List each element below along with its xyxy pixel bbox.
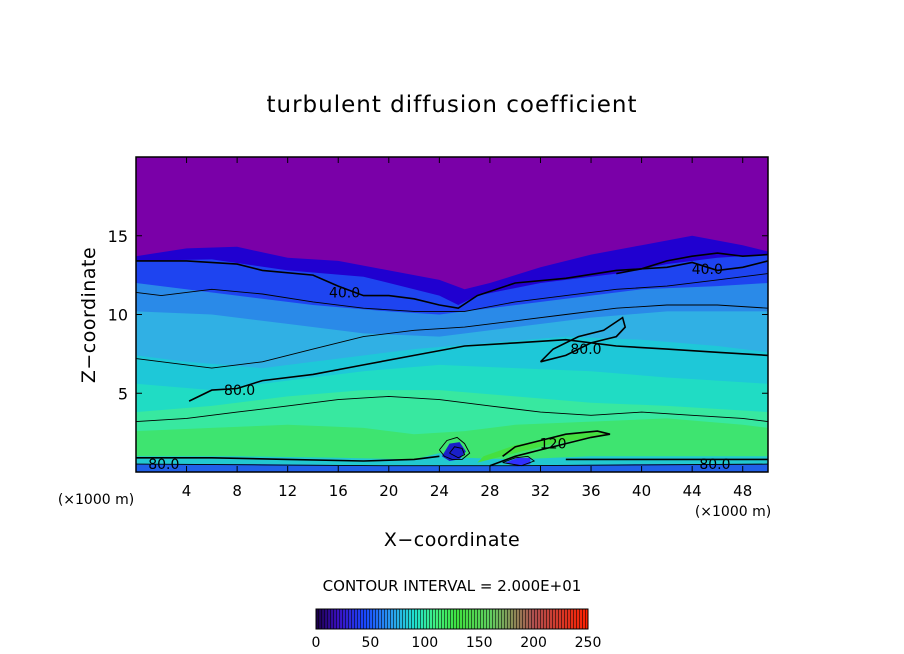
colorbar-stripes xyxy=(316,609,588,629)
x-tick-label-4: 20 xyxy=(379,482,398,500)
contour-line-1 xyxy=(616,252,768,275)
chart-title: turbulent diffusion coefficient xyxy=(266,92,637,118)
contour-patch-2 xyxy=(477,431,610,463)
contour-line-7 xyxy=(489,430,611,467)
y-tick-label-2: 15 xyxy=(108,227,128,246)
contour-line-8 xyxy=(439,436,471,460)
x-tick-label-1: 8 xyxy=(232,482,242,500)
filled-contours xyxy=(136,157,768,472)
contour-label-12: 80.0 xyxy=(699,457,730,473)
x-tick-label-7: 32 xyxy=(531,482,550,500)
colorbar-tick-label-1: 50 xyxy=(361,635,379,651)
contour-label-0: 40.0 xyxy=(329,285,360,301)
contour-line-13 xyxy=(136,463,768,467)
colorbar: 0 50 100 150 200 250 xyxy=(312,608,602,651)
contour-labels: 40.0 40.0 80.0 80.0 120 80.0 80.0 xyxy=(148,262,730,473)
x-axis-label: X−coordinate xyxy=(384,529,520,551)
y-tick-label-1: 10 xyxy=(108,306,128,325)
y-axis-ticks: 5 10 15 xyxy=(108,227,768,403)
contour-line-10 xyxy=(502,455,536,467)
plot-area: 40.0 40.0 80.0 80.0 120 80.0 80.0 xyxy=(136,157,768,473)
contour-interval-text: CONTOUR INTERVAL = 2.000E+01 xyxy=(323,577,582,595)
x-tick-label-6: 28 xyxy=(480,482,499,500)
colorbar-tick-label-0: 0 xyxy=(312,635,321,651)
contour-line-2 xyxy=(188,338,768,402)
contour-patch-0 xyxy=(441,442,466,461)
contour-band-10 xyxy=(136,464,768,472)
colorbar-frame xyxy=(315,608,589,630)
contour-label-7: 120 xyxy=(540,437,567,453)
colorbar-tick-label-2: 100 xyxy=(411,635,438,651)
contour-label-2: 80.0 xyxy=(224,383,255,399)
contour-line-3 xyxy=(539,316,627,363)
colorbar-tick-label-4: 200 xyxy=(520,635,547,651)
x-tick-label-5: 24 xyxy=(430,482,449,500)
x-unit-right: (×1000 m) xyxy=(695,504,771,520)
x-unit-left: (×1000 m) xyxy=(58,492,134,508)
x-tick-label-8: 36 xyxy=(581,482,600,500)
contour-line-0 xyxy=(136,260,768,310)
contour-line-11 xyxy=(136,455,440,462)
contour-line-6 xyxy=(136,395,768,423)
x-axis-ticks: 4 8 12 16 20 24 28 32 36 40 44 48 xyxy=(182,157,752,500)
contour-line-9 xyxy=(449,446,466,459)
x-tick-label-10: 44 xyxy=(683,482,702,500)
y-tick-label-0: 5 xyxy=(118,384,128,403)
x-tick-label-9: 40 xyxy=(632,482,651,500)
contour-line-4 xyxy=(136,304,768,369)
contour-lines xyxy=(136,252,768,467)
x-tick-label-2: 12 xyxy=(278,482,297,500)
colorbar-tick-label-5: 250 xyxy=(575,635,602,651)
contour-label-1: 40.0 xyxy=(692,262,723,278)
colorbar-ticks: 0 50 100 150 200 250 xyxy=(312,635,602,651)
contour-label-3: 80.0 xyxy=(570,342,601,358)
colorbar-tick-label-3: 150 xyxy=(466,635,493,651)
contour-label-11: 80.0 xyxy=(148,457,179,473)
x-tick-label-11: 48 xyxy=(733,482,752,500)
y-axis-label: Z−coordinate xyxy=(78,247,100,383)
x-tick-label-3: 16 xyxy=(329,482,348,500)
x-tick-label-0: 4 xyxy=(182,482,192,500)
contour-line-5 xyxy=(136,273,768,312)
